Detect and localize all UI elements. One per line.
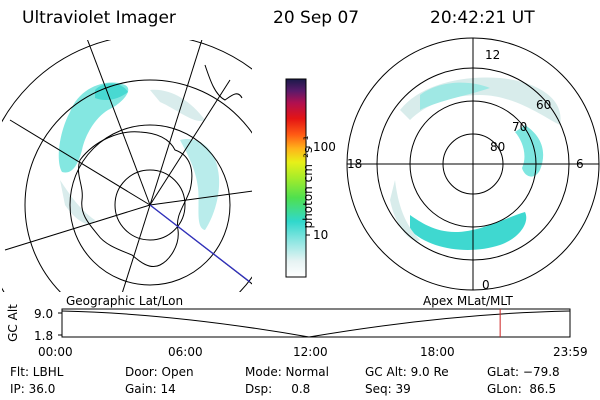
altitude-curve [61, 310, 571, 338]
timeline-right-caption: Apex MLat/MLT [423, 294, 513, 308]
mlt-label-18: 18 [347, 157, 363, 171]
mlt-label-0: 0 [482, 278, 490, 292]
timeline-xtick-1200: 12:00 [293, 345, 328, 359]
timeline-xtick-0000: 00:00 [38, 345, 73, 359]
mlt-label-6: 6 [576, 157, 584, 171]
timeline-xtick-1800: 18:00 [420, 345, 455, 359]
mlat-label-70: 70 [512, 120, 528, 134]
status-filter: Flt: LBHL [10, 365, 64, 379]
image-time: 20:42:21 UT [430, 8, 535, 28]
status-dsp: Dsp: 0.8 [245, 382, 311, 396]
image-date: 20 Sep 07 [273, 8, 360, 28]
continent-outline [204, 64, 243, 101]
status-door: Door: Open [125, 365, 194, 379]
timeline-xtick-0600: 06:00 [168, 345, 203, 359]
aurora-oval-left [58, 82, 220, 230]
status-gc-alt: GC Alt: 9.0 Re [365, 365, 449, 379]
status-glat: GLat: −79.8 [487, 365, 560, 379]
antarctica-outline [77, 131, 193, 268]
instrument-title: Ultraviolet Imager [22, 8, 176, 28]
colorbar-tick-100: 100 [313, 140, 336, 154]
satellite-track [149, 204, 251, 283]
timeline-xtick-2359: 23:59 [553, 345, 588, 359]
mlat-label-80: 80 [490, 140, 506, 154]
mlat-label-60: 60 [536, 98, 552, 112]
timeline-ytick-9: 9.0 [34, 307, 54, 321]
status-mode: Mode: Normal [245, 365, 329, 379]
status-seq: Seq: 39 [365, 382, 411, 396]
timeline-left-caption: Geographic Lat/Lon [66, 294, 184, 308]
status-gain: Gain: 14 [125, 382, 176, 396]
colorbar-tick-10: 10 [313, 228, 329, 242]
timeline-ytick-1_8: 1.8 [34, 329, 54, 343]
status-glon: GLon: 86.5 [487, 382, 557, 396]
status-ip: IP: 36.0 [10, 382, 56, 396]
mlt-label-12: 12 [485, 48, 501, 62]
